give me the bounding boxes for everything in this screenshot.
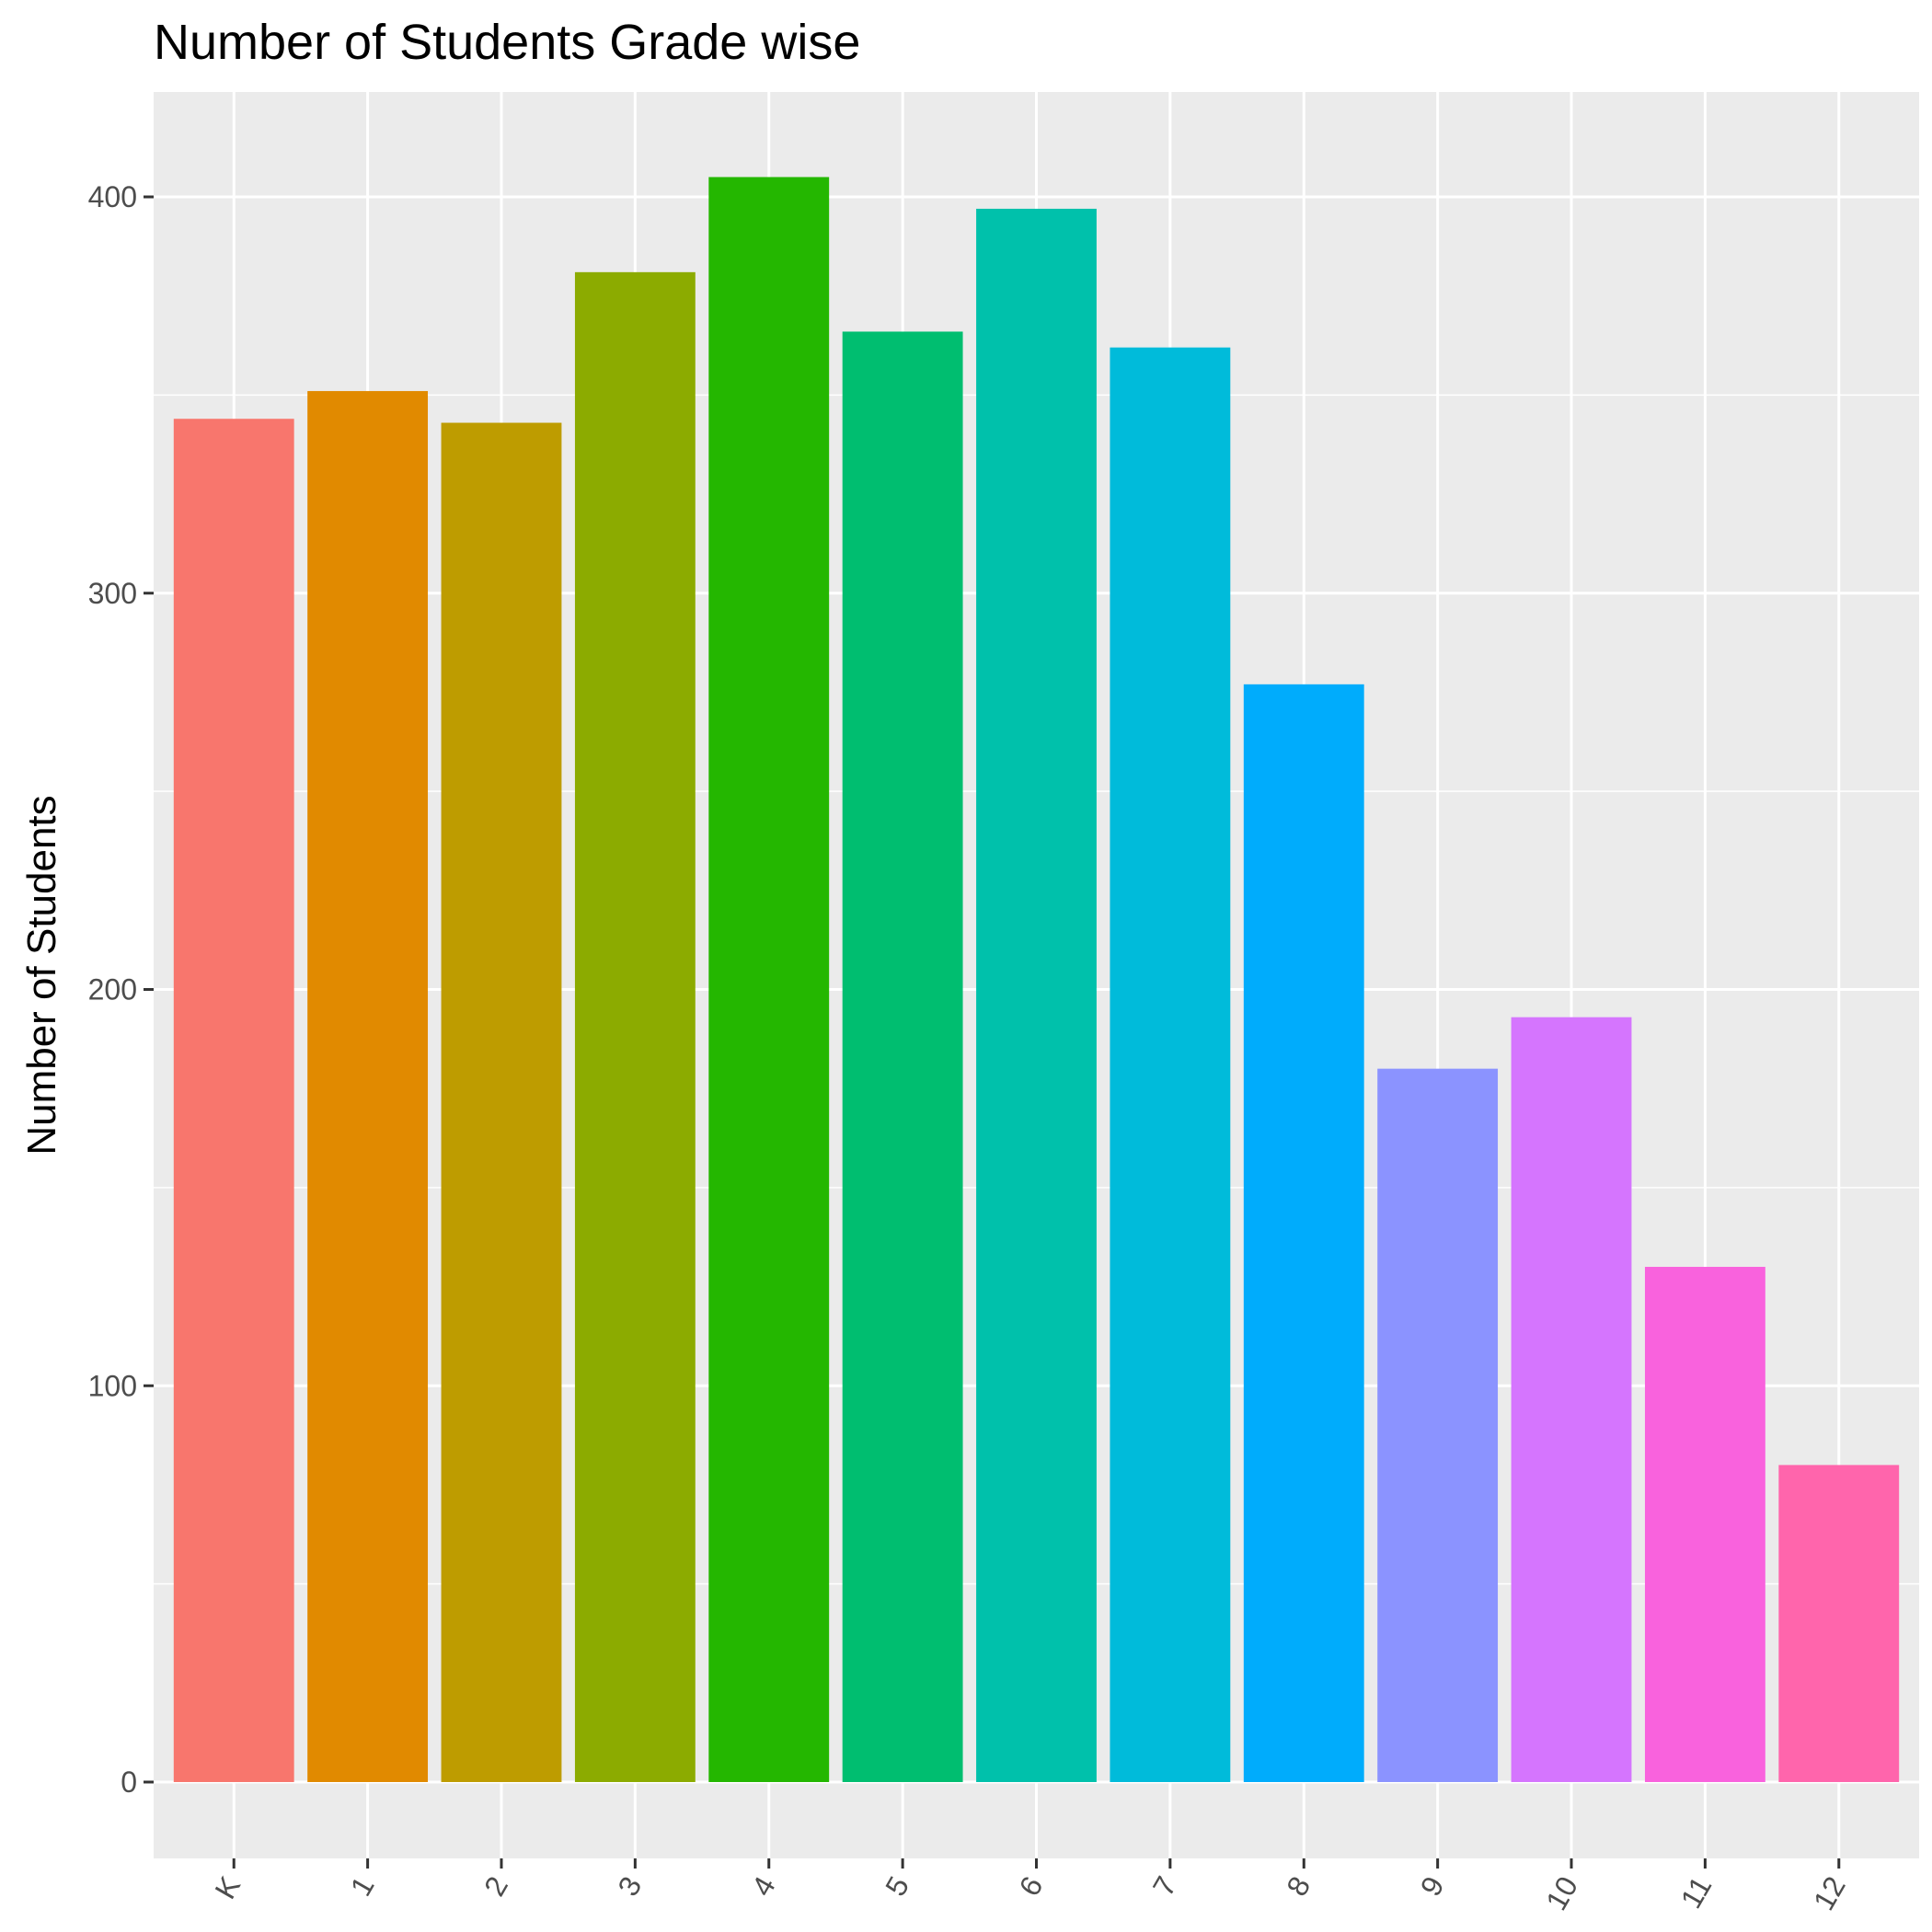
x-tick-label: 6 [1012,1871,1049,1902]
x-tick-label: 2 [477,1871,514,1902]
bar-11 [1644,1267,1765,1782]
x-axis: K 1 2 3 4 5 6 7 8 9 10 11 12 [208,1858,1852,1916]
x-tick-label: K [208,1871,247,1904]
y-axis-title: Number of Students [19,795,64,1155]
x-tick-label: 7 [1146,1871,1183,1902]
x-tick-label: 12 [1807,1871,1852,1916]
x-tick-label: 4 [745,1871,782,1902]
x-tick-label: 5 [879,1871,915,1902]
bar-12 [1778,1465,1900,1782]
bar-3 [574,271,696,1782]
x-tick-label: 10 [1539,1871,1584,1916]
bar-4 [708,177,830,1782]
bar-k [173,419,294,1783]
bars-layer [173,177,1900,1783]
bar-8 [1243,684,1364,1782]
bar-6 [976,208,1097,1783]
x-tick-label: 11 [1674,1871,1719,1915]
bar-2 [441,422,562,1783]
bar-7 [1110,347,1231,1782]
chart-title: Number of Students Grade wise [154,15,860,70]
y-tick-label: 0 [121,1765,137,1799]
y-tick-label: 200 [88,973,137,1006]
x-tick-label: 3 [611,1871,648,1902]
y-tick-label: 400 [88,180,137,213]
y-tick-label: 300 [88,577,137,610]
x-tick-label: 1 [344,1871,381,1902]
x-tick-label: 9 [1414,1871,1451,1902]
y-axis: 0 100 200 300 400 [88,180,154,1799]
x-tick-label: 8 [1280,1871,1317,1902]
bar-5 [842,331,963,1783]
bar-10 [1511,1017,1632,1782]
bar-1 [307,391,429,1782]
y-tick-label: 100 [88,1369,137,1402]
bar-9 [1377,1068,1499,1782]
